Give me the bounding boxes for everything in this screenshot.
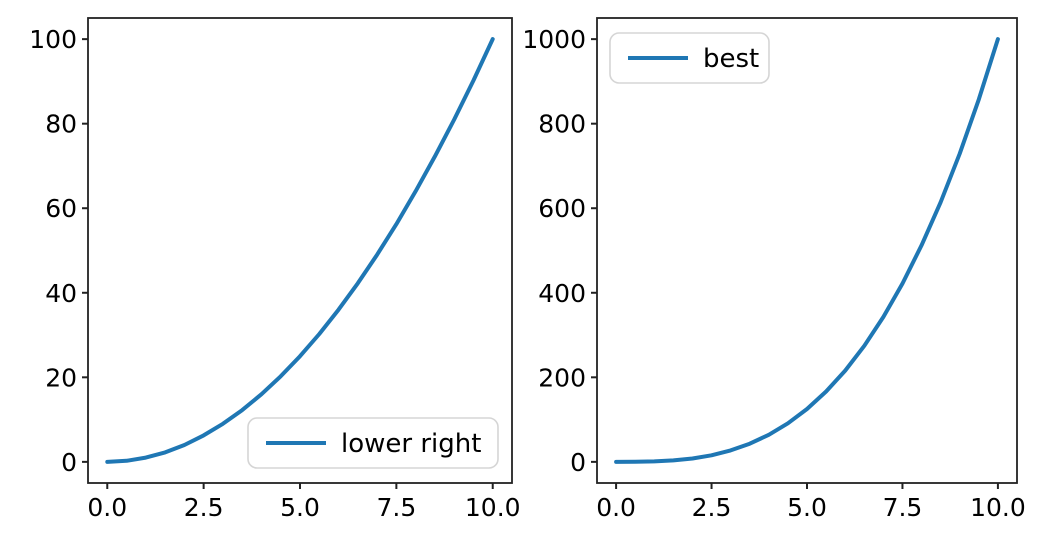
x-tick-label: 2.5 (692, 493, 732, 522)
y-tick-label: 1000 (525, 25, 586, 54)
subplot-left: 0.0 2.5 5.0 7.5 10.0 0 20 40 60 80 100 lower right (29, 17, 521, 522)
x-tick-label: 10.0 (970, 493, 1026, 522)
x-tick-label: 0.0 (87, 493, 127, 522)
plot-canvas: 0.0 2.5 5.0 7.5 10.0 0 200 400 600 800 1000 best (522, 17, 1026, 522)
legend-label: lower right (341, 429, 481, 459)
axes-frame (596, 17, 1018, 484)
x-tick-label: 10.0 (465, 493, 521, 522)
y-tick-label: 400 (538, 279, 586, 308)
y-tick-label: 20 (45, 363, 77, 392)
plot-canvas: 0.0 2.5 5.0 7.5 10.0 0 20 40 60 80 100 lower right (29, 17, 521, 522)
subplot-right: 0.0 2.5 5.0 7.5 10.0 0 200 400 600 800 1000 best (522, 0, 1050, 545)
y-tick-label: 40 (45, 279, 77, 308)
y-tick-label: 80 (45, 110, 77, 139)
y-tick-label: 600 (538, 194, 586, 223)
y-tick-label: 60 (45, 194, 77, 223)
y-tick-label: 0 (61, 448, 77, 477)
y-tick-label: 200 (538, 363, 586, 392)
curve-line (105, 37, 495, 464)
x-tick-label: 2.5 (184, 493, 224, 522)
y-tick-label: 100 (29, 25, 77, 54)
legend-label: best (703, 44, 759, 74)
x-tick-label: 5.0 (280, 493, 320, 522)
x-tick-label: 5.0 (787, 493, 827, 522)
legend-frame (609, 32, 770, 84)
axes-frame (87, 17, 513, 484)
curve-line (614, 37, 1000, 464)
x-tick-label: 0.0 (596, 493, 636, 522)
x-tick-label: 7.5 (883, 493, 923, 522)
y-tick-label: 0 (570, 448, 586, 477)
y-tick-label: 800 (538, 110, 586, 139)
legend: best (609, 32, 770, 84)
legend: lower right (247, 417, 499, 469)
legend-frame (247, 417, 499, 469)
x-tick-label: 7.5 (376, 493, 416, 522)
